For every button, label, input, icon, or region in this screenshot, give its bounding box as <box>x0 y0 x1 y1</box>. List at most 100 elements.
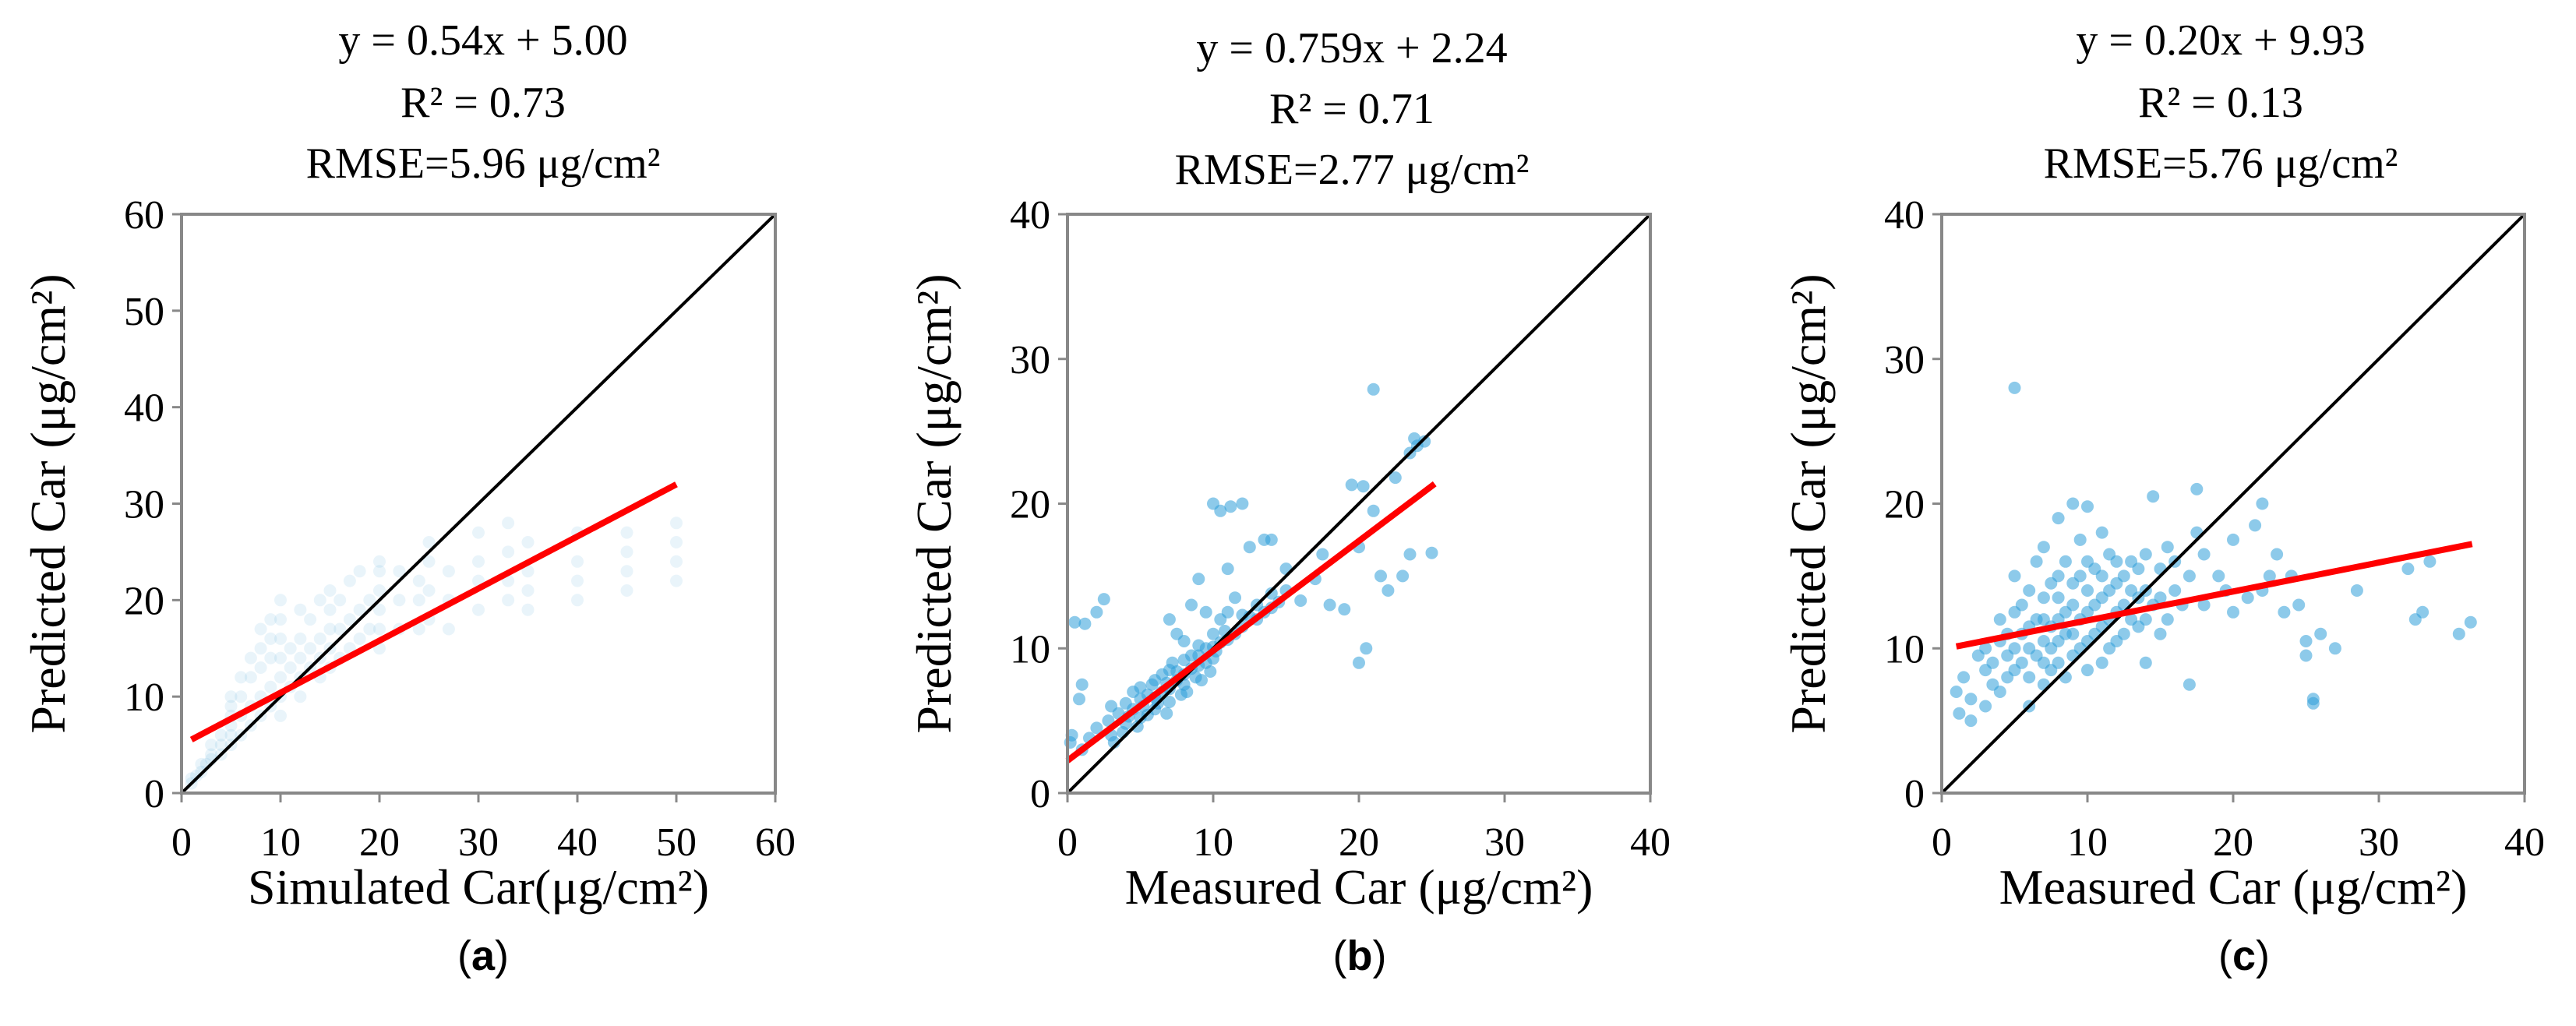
chart-a-point <box>343 613 356 626</box>
chart-a-point <box>373 555 386 568</box>
chart-c-point <box>2328 642 2341 655</box>
chart-a-point <box>294 603 307 616</box>
chart-c-point <box>2037 591 2050 605</box>
chart-c-x-tick-label: 0 <box>1932 820 1952 865</box>
chart-a-point <box>205 739 218 752</box>
chart-c-point <box>1953 707 1966 720</box>
chart-c-point <box>2023 671 2036 684</box>
chart-a-x-tick-label: 50 <box>656 820 697 865</box>
chart-a-point <box>670 555 683 568</box>
chart-c-point <box>2008 381 2021 394</box>
chart-a-point <box>502 545 515 559</box>
chart-a-point <box>412 574 425 587</box>
chart-a-point <box>393 594 406 607</box>
chart-b-point <box>1214 504 1227 517</box>
chart-b-fit-line <box>1065 481 1437 763</box>
chart-a-title-line-1: y = 0.54x + 5.00 <box>338 16 627 65</box>
chart-b-point <box>1345 478 1358 492</box>
chart-b-point <box>1389 471 1402 485</box>
chart-a-x-tick-label: 60 <box>755 820 796 865</box>
chart-c-point <box>2197 548 2211 561</box>
chart-a-point <box>363 594 376 607</box>
chart-a-point <box>343 574 356 587</box>
chart-c-y-tick-label: 20 <box>1884 483 1925 527</box>
chart-b-point <box>1068 615 1082 629</box>
chart-c-point <box>2110 555 2123 568</box>
chart-a-point <box>235 690 248 703</box>
chart-b-point <box>1229 591 1241 605</box>
chart-c-x-axis-label: Measured Car (μg/cm²) <box>1999 859 2468 915</box>
chart-c-title-line-1: y = 0.20x + 9.93 <box>2076 16 2365 65</box>
chart-a-y-tick-label: 30 <box>124 483 164 527</box>
chart-b-y-tick-label: 20 <box>1010 483 1050 527</box>
chart-c-y-tick-label: 0 <box>1904 772 1925 816</box>
chart-b-point <box>1221 562 1234 576</box>
chart-c-point <box>2132 562 2145 576</box>
chart-a-point <box>323 603 337 616</box>
chart-a-point <box>472 555 485 568</box>
chart-b-y-tick-label: 10 <box>1010 627 1050 672</box>
chart-a-point <box>274 651 287 665</box>
chart-c-point <box>2052 656 2065 669</box>
chart-c-point <box>1964 693 1978 706</box>
chart-a-x-tick-label: 20 <box>359 820 400 865</box>
chart-a-point <box>313 632 326 645</box>
chart-a-point <box>521 536 535 548</box>
chart-b-point <box>1367 383 1380 396</box>
chart-c-point <box>2299 649 2313 662</box>
chart-b-point <box>1221 605 1234 619</box>
chart-a-point <box>264 632 277 645</box>
chart-a-point <box>422 584 436 597</box>
chart-c-point <box>2015 656 2028 669</box>
chart-c-point <box>2190 482 2204 495</box>
chart-a-point <box>264 680 277 693</box>
chart-b-point <box>1090 605 1103 619</box>
chart-c-point <box>2147 490 2160 503</box>
chart-c-point <box>2066 497 2080 510</box>
chart-a-point <box>502 594 515 607</box>
chart-b-point <box>1338 603 1351 616</box>
chart-b-title-line-3: RMSE=2.77 μg/cm² <box>1175 146 1530 194</box>
chart-b-x-axis-label: Measured Car (μg/cm²) <box>1125 859 1593 915</box>
chart-b-point <box>1195 674 1208 687</box>
chart-a-point <box>373 584 386 597</box>
chart-b-point <box>1374 569 1387 583</box>
chart-c-point <box>2423 555 2437 568</box>
chart-c-point <box>2081 584 2094 597</box>
chart-b-point <box>1224 500 1237 513</box>
chart-c-point <box>2271 548 2284 561</box>
chart-c-y-axis-label: Predicted Car (μg/cm²) <box>1780 273 1836 733</box>
chart-b-point <box>1357 480 1370 493</box>
chart-a-point <box>571 555 584 568</box>
chart-c-point <box>2249 519 2262 532</box>
chart-c-x-tick-label: 20 <box>2213 820 2253 865</box>
chart-a-x-tick-label: 40 <box>557 820 598 865</box>
chart-b-point <box>1236 497 1249 510</box>
chart-a-point <box>412 622 425 636</box>
chart-c-point <box>2154 627 2167 640</box>
chart-a-point <box>353 565 366 578</box>
chart-c-point <box>2227 605 2239 619</box>
chart-b-point <box>1204 665 1217 678</box>
chart-c-point <box>2030 555 2043 568</box>
chart-b-point <box>1425 546 1438 559</box>
chart-c-fit-line <box>1955 541 2473 650</box>
chart-c-point <box>2059 555 2072 568</box>
chart-a-y-tick-label: 40 <box>124 386 164 431</box>
chart-c-point <box>2452 627 2465 640</box>
chart-c-point <box>2197 598 2211 612</box>
chart-a-point <box>274 671 287 684</box>
chart-c-point <box>2154 591 2167 605</box>
chart-b-point <box>1073 693 1085 706</box>
chart-a-one-to-one-line <box>180 213 777 795</box>
chart-c-point <box>1979 700 1992 713</box>
chart-a-point <box>472 603 485 616</box>
chart-b-point <box>1265 587 1278 600</box>
chart-c-point <box>2081 664 2094 677</box>
chart-c-point <box>2183 569 2196 583</box>
chart-b-point <box>1180 686 1194 698</box>
chart-a-point <box>373 622 386 636</box>
chart-c-point <box>2015 598 2028 612</box>
chart-a-y-tick-label: 60 <box>124 193 164 238</box>
chart-c-point <box>2161 541 2174 554</box>
